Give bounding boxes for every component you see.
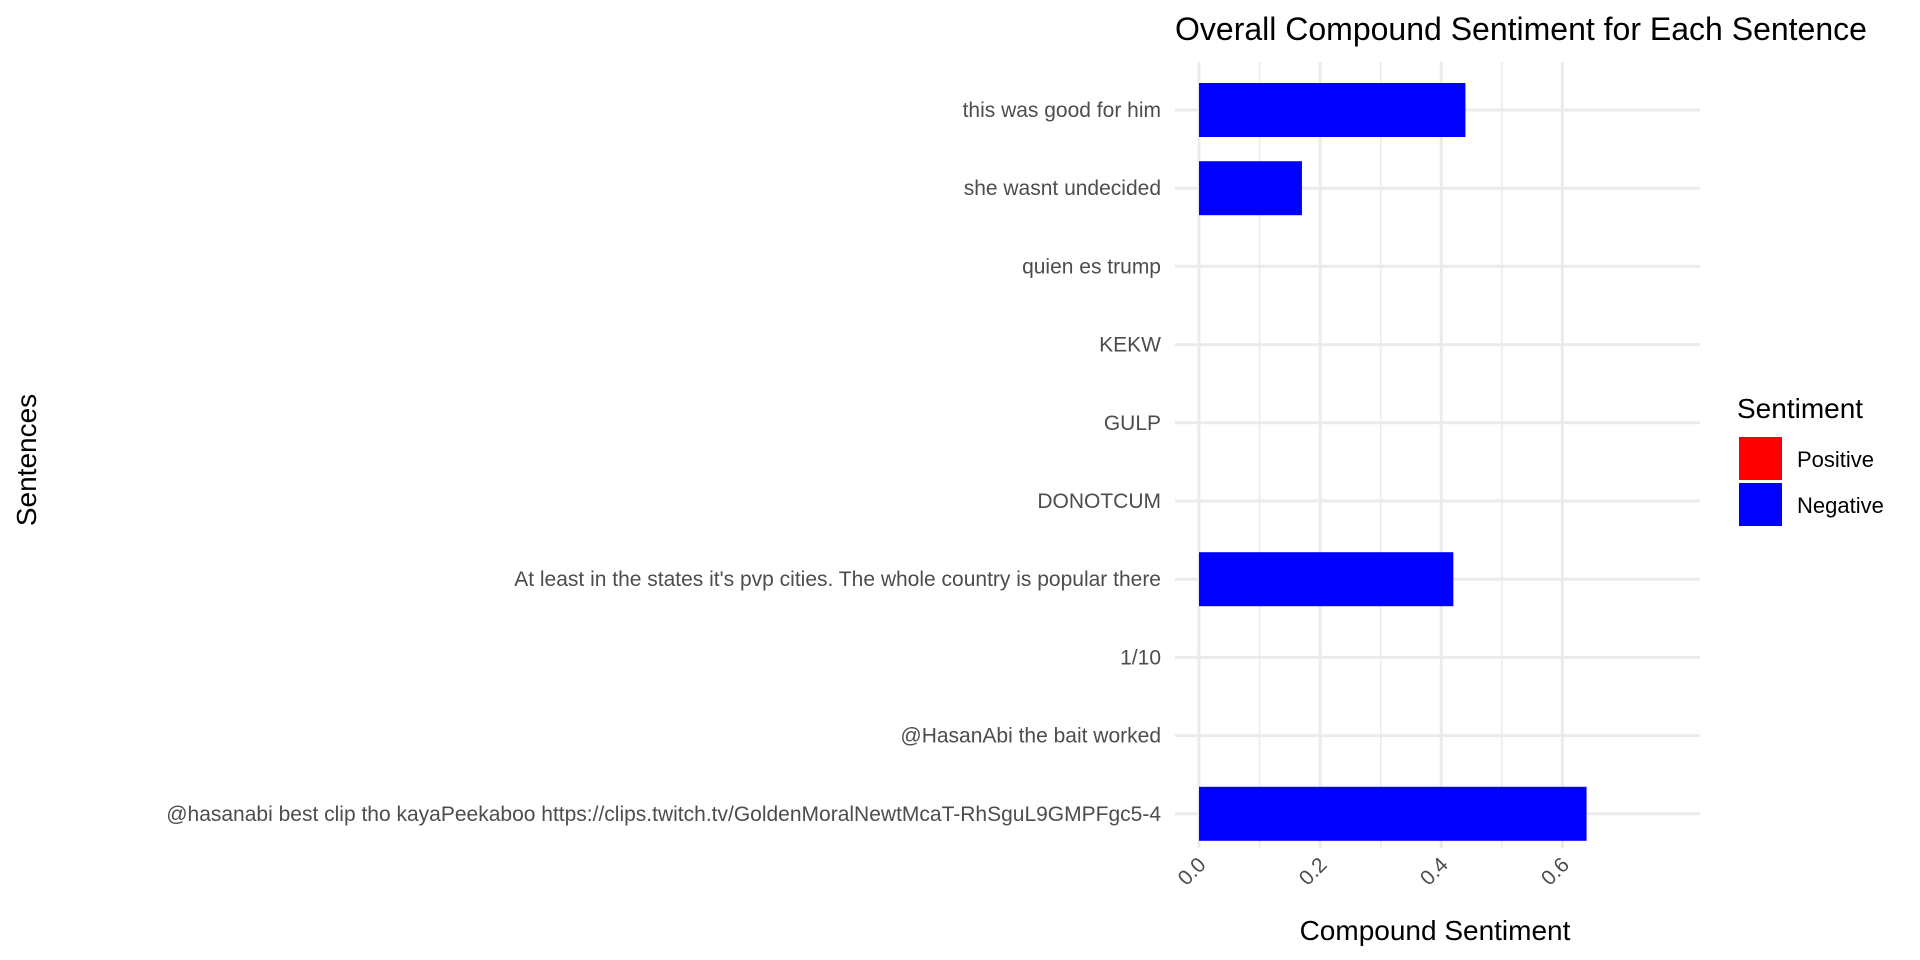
category-label: quien es trump — [1022, 255, 1161, 278]
legend-swatch-negative — [1739, 483, 1782, 526]
category-label: @hasanabi best clip tho kayaPeekaboo htt… — [166, 803, 1161, 826]
legend-swatch-positive — [1739, 437, 1782, 480]
legend: Sentiment Positive Negative — [1737, 393, 1884, 526]
category-label: 1/10 — [1120, 646, 1161, 669]
category-label: DONOTCUM — [1037, 490, 1161, 513]
category-label: this was good for him — [963, 99, 1161, 122]
bars — [1199, 83, 1587, 841]
bar — [1199, 552, 1454, 607]
bar — [1199, 161, 1302, 216]
legend-title: Sentiment — [1737, 393, 1863, 424]
x-axis-title: Compound Sentiment — [1300, 915, 1571, 946]
y-axis-title: Sentences — [11, 394, 42, 526]
category-label: At least in the states it's pvp cities. … — [514, 568, 1161, 591]
bar — [1199, 83, 1466, 137]
category-label: GULP — [1104, 412, 1161, 435]
category-label: @HasanAbi the bait worked — [900, 725, 1161, 748]
category-label: she wasnt undecided — [964, 177, 1161, 200]
legend-label-negative: Negative — [1797, 493, 1884, 518]
bar — [1199, 786, 1587, 841]
category-labels: this was good for him she wasnt undecided… — [166, 99, 1161, 826]
chart-title: Overall Compound Sentiment for Each Sent… — [1175, 11, 1867, 47]
category-label: KEKW — [1099, 334, 1161, 357]
legend-label-positive: Positive — [1797, 447, 1874, 472]
